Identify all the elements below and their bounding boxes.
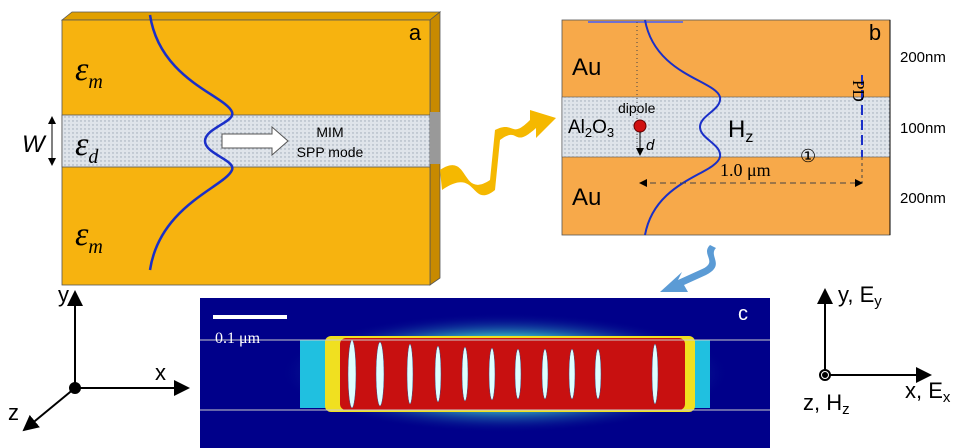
marker-label: ①	[800, 146, 816, 166]
mode-label: MIM	[316, 124, 343, 140]
text-part: x, E	[905, 378, 943, 403]
arrow	[660, 245, 716, 292]
text-part: y, E	[838, 282, 874, 307]
text-part: Al	[568, 117, 585, 138]
text-part: H	[728, 116, 745, 143]
text-part: 3	[607, 125, 614, 140]
panel-label: c	[738, 303, 748, 325]
text-part: z	[745, 129, 753, 146]
length-label: 1.0 μm	[720, 160, 771, 180]
text-part: y	[874, 293, 882, 310]
axis-label: x, Ex	[905, 378, 951, 406]
axis-label: x	[155, 360, 166, 385]
panel-label: a	[409, 20, 422, 45]
thickness-label: 200nm	[900, 49, 946, 66]
text-part: ε	[75, 126, 89, 163]
text-part: 2	[585, 125, 592, 140]
text-part: m	[88, 236, 102, 258]
text-part: z	[842, 401, 850, 418]
panel-c: 0.1 μm c	[200, 298, 770, 448]
text-part: ε	[75, 51, 89, 88]
detector-label: PD	[849, 80, 868, 102]
thickness-label: 200nm	[900, 190, 946, 207]
source-label: dipole	[618, 100, 656, 116]
text-part: x	[943, 389, 951, 406]
metal-label: Au	[572, 54, 601, 81]
axis-label: z, Hz	[803, 390, 850, 418]
text-part: O	[592, 117, 607, 138]
arrow	[440, 110, 556, 195]
mode-label: SPP mode	[297, 144, 364, 160]
panel-b: b Au Au Al2O3 dipole d Hz PD 1.0 μm ① 20…	[562, 20, 946, 235]
axis-label: z	[8, 400, 19, 425]
text-part: z, H	[803, 390, 842, 415]
page: a εm εd εm W MIM SPP mode b Au Au Al2O3 …	[0, 0, 967, 448]
metal-label: Au	[572, 184, 601, 211]
scale-label: 0.1 μm	[215, 330, 261, 347]
distance-label: d	[646, 137, 655, 154]
text-part: d	[88, 146, 99, 168]
figure: a εm εd εm W MIM SPP mode b Au Au Al2O3 …	[0, 0, 967, 448]
thickness-label: 100nm	[900, 120, 946, 137]
width-label: W	[22, 131, 47, 158]
panel-a: a εm εd εm W MIM SPP mode	[22, 12, 440, 285]
axis-label: y	[58, 282, 69, 307]
text-part: m	[88, 71, 102, 93]
text-part: ε	[75, 216, 89, 253]
axis-label: y, Ey	[838, 282, 882, 310]
panel-label: b	[869, 20, 881, 45]
